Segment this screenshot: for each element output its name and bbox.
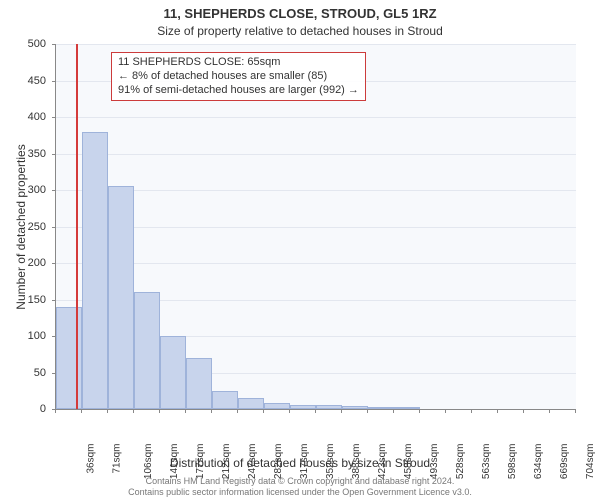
x-tick <box>393 409 394 413</box>
y-tick <box>52 81 56 82</box>
x-tick <box>263 409 264 413</box>
x-tick <box>289 409 290 413</box>
x-tick <box>575 409 576 413</box>
annotation-line-2: ← 8% of detached houses are smaller (85) <box>118 70 359 84</box>
y-tick-label: 0 <box>40 403 46 415</box>
y-tick <box>52 117 56 118</box>
x-tick <box>549 409 550 413</box>
x-tick <box>419 409 420 413</box>
chart-subtitle: Size of property relative to detached ho… <box>0 24 600 38</box>
footer-line-2: Contains public sector information licen… <box>0 487 600 498</box>
histogram-bar <box>186 358 212 409</box>
x-tick <box>55 409 56 413</box>
y-tick-label: 450 <box>28 75 46 87</box>
x-tick <box>237 409 238 413</box>
x-tick <box>367 409 368 413</box>
footer-attribution: Contains HM Land Registry data © Crown c… <box>0 476 600 498</box>
y-tick-label: 250 <box>28 221 46 233</box>
y-tick-label: 50 <box>34 367 46 379</box>
x-axis-tick-labels: 36sqm71sqm106sqm141sqm177sqm212sqm247sqm… <box>55 409 575 455</box>
histogram-bar <box>134 292 160 409</box>
x-axis-title: Distribution of detached houses by size … <box>0 456 600 470</box>
y-tick <box>52 154 56 155</box>
x-tick <box>211 409 212 413</box>
y-tick-label: 300 <box>28 184 46 196</box>
gridline-h <box>56 227 576 228</box>
x-tick <box>81 409 82 413</box>
x-tick <box>315 409 316 413</box>
x-tick <box>445 409 446 413</box>
gridline-h <box>56 117 576 118</box>
y-tick <box>52 44 56 45</box>
footer-line-1: Contains HM Land Registry data © Crown c… <box>0 476 600 487</box>
y-tick <box>52 263 56 264</box>
y-tick-label: 400 <box>28 111 46 123</box>
x-tick <box>497 409 498 413</box>
chart-title: 11, SHEPHERDS CLOSE, STROUD, GL5 1RZ <box>0 6 600 21</box>
y-tick-label: 350 <box>28 148 46 160</box>
y-axis-tick-labels: 050100150200250300350400450500 <box>0 44 50 409</box>
plot-area: 11 SHEPHERDS CLOSE: 65sqm ← 8% of detach… <box>55 44 576 410</box>
x-tick <box>159 409 160 413</box>
annotation-line-1: 11 SHEPHERDS CLOSE: 65sqm <box>118 56 359 70</box>
x-tick <box>523 409 524 413</box>
annotation-line-3: 91% of semi-detached houses are larger (… <box>118 84 359 98</box>
y-tick <box>52 300 56 301</box>
gridline-h <box>56 263 576 264</box>
histogram-bar <box>82 132 108 409</box>
histogram-bar <box>108 186 134 409</box>
annotation-box: 11 SHEPHERDS CLOSE: 65sqm ← 8% of detach… <box>111 52 366 101</box>
gridline-h <box>56 190 576 191</box>
marker-line <box>76 44 78 409</box>
y-tick <box>52 227 56 228</box>
histogram-bar <box>160 336 186 409</box>
x-tick <box>107 409 108 413</box>
y-tick-label: 100 <box>28 330 46 342</box>
chart-container: 11, SHEPHERDS CLOSE, STROUD, GL5 1RZ Siz… <box>0 0 600 500</box>
histogram-bar <box>212 391 238 409</box>
y-tick-label: 200 <box>28 257 46 269</box>
x-tick <box>133 409 134 413</box>
gridline-h <box>56 154 576 155</box>
y-tick <box>52 190 56 191</box>
y-tick-label: 500 <box>28 38 46 50</box>
x-tick <box>185 409 186 413</box>
gridline-h <box>56 44 576 45</box>
histogram-bar <box>238 398 264 409</box>
x-tick <box>341 409 342 413</box>
y-tick-label: 150 <box>28 294 46 306</box>
x-tick <box>471 409 472 413</box>
